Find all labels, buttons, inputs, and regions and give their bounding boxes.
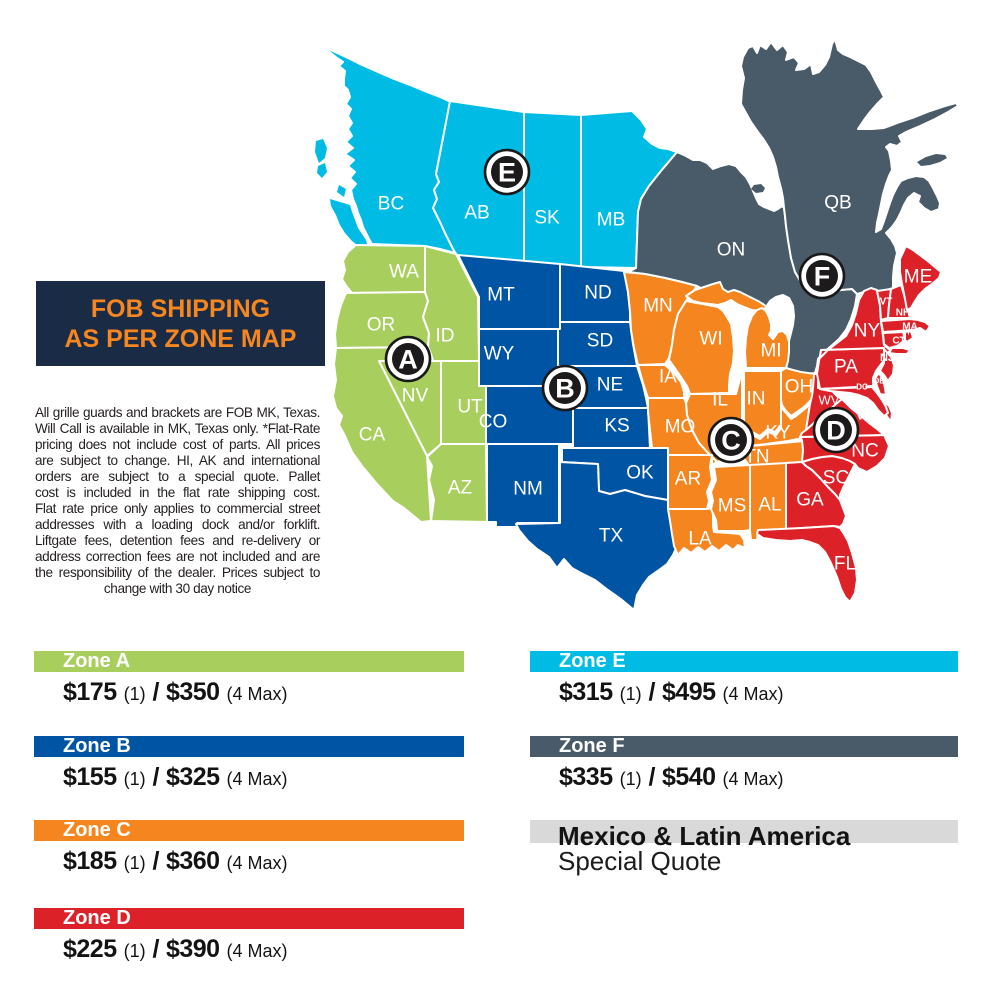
svg-text:MA: MA	[902, 322, 918, 333]
svg-text:MB: MB	[597, 210, 626, 231]
svg-text:ON: ON	[717, 240, 746, 261]
svg-text:DE: DE	[873, 377, 885, 386]
svg-text:BC: BC	[378, 194, 404, 215]
svg-text:NV: NV	[402, 386, 429, 407]
svg-text:IA: IA	[659, 367, 677, 388]
svg-text:MI: MI	[760, 341, 781, 362]
svg-text:MT: MT	[487, 285, 515, 306]
svg-text:VA: VA	[854, 404, 878, 425]
svg-text:CO: CO	[479, 412, 508, 433]
svg-text:KY: KY	[765, 423, 791, 444]
svg-text:MS: MS	[718, 496, 747, 517]
svg-text:NM: NM	[513, 479, 543, 500]
svg-text:AB: AB	[464, 203, 489, 224]
svg-text:KS: KS	[604, 416, 629, 437]
svg-text:IL: IL	[712, 390, 728, 411]
svg-text:SK: SK	[534, 208, 560, 229]
svg-text:FL: FL	[834, 554, 856, 575]
svg-text:NC: NC	[851, 441, 878, 462]
svg-text:D: D	[826, 416, 846, 446]
svg-text:WI: WI	[699, 329, 722, 350]
svg-text:GA: GA	[796, 490, 824, 511]
svg-text:PA: PA	[834, 357, 858, 378]
svg-text:NE: NE	[597, 375, 623, 396]
svg-text:NJ: NJ	[880, 352, 894, 364]
svg-text:CT: CT	[892, 336, 905, 347]
svg-text:WV: WV	[819, 393, 840, 408]
svg-text:QB: QB	[824, 193, 851, 214]
svg-text:OK: OK	[626, 463, 654, 484]
svg-text:NH: NH	[896, 308, 910, 319]
svg-text:LA: LA	[688, 529, 712, 550]
svg-text:AR: AR	[675, 469, 701, 490]
svg-text:ME: ME	[904, 267, 933, 288]
svg-text:E: E	[498, 158, 516, 188]
svg-text:NY: NY	[854, 321, 881, 342]
svg-text:MO: MO	[665, 417, 696, 438]
svg-text:IN: IN	[747, 389, 766, 410]
svg-text:OH: OH	[785, 377, 814, 398]
svg-text:UT: UT	[457, 397, 483, 418]
svg-text:WY: WY	[484, 344, 515, 365]
svg-text:DC: DC	[856, 383, 868, 392]
svg-text:SD: SD	[587, 331, 613, 352]
svg-text:WA: WA	[389, 262, 419, 283]
svg-text:B: B	[555, 374, 575, 404]
svg-text:OR: OR	[367, 315, 396, 336]
svg-text:SC: SC	[823, 468, 849, 489]
svg-text:C: C	[721, 426, 741, 456]
svg-text:MN: MN	[643, 296, 673, 317]
svg-text:ND: ND	[584, 283, 611, 304]
svg-text:MD: MD	[880, 393, 893, 402]
svg-text:CA: CA	[359, 425, 386, 446]
svg-text:AL: AL	[758, 495, 781, 516]
svg-text:RI: RI	[908, 330, 915, 337]
svg-text:AZ: AZ	[448, 478, 473, 499]
svg-text:F: F	[814, 262, 831, 292]
svg-text:ID: ID	[436, 326, 455, 347]
svg-text:TX: TX	[599, 526, 624, 547]
svg-text:VT: VT	[880, 297, 893, 308]
svg-text:A: A	[398, 345, 418, 375]
